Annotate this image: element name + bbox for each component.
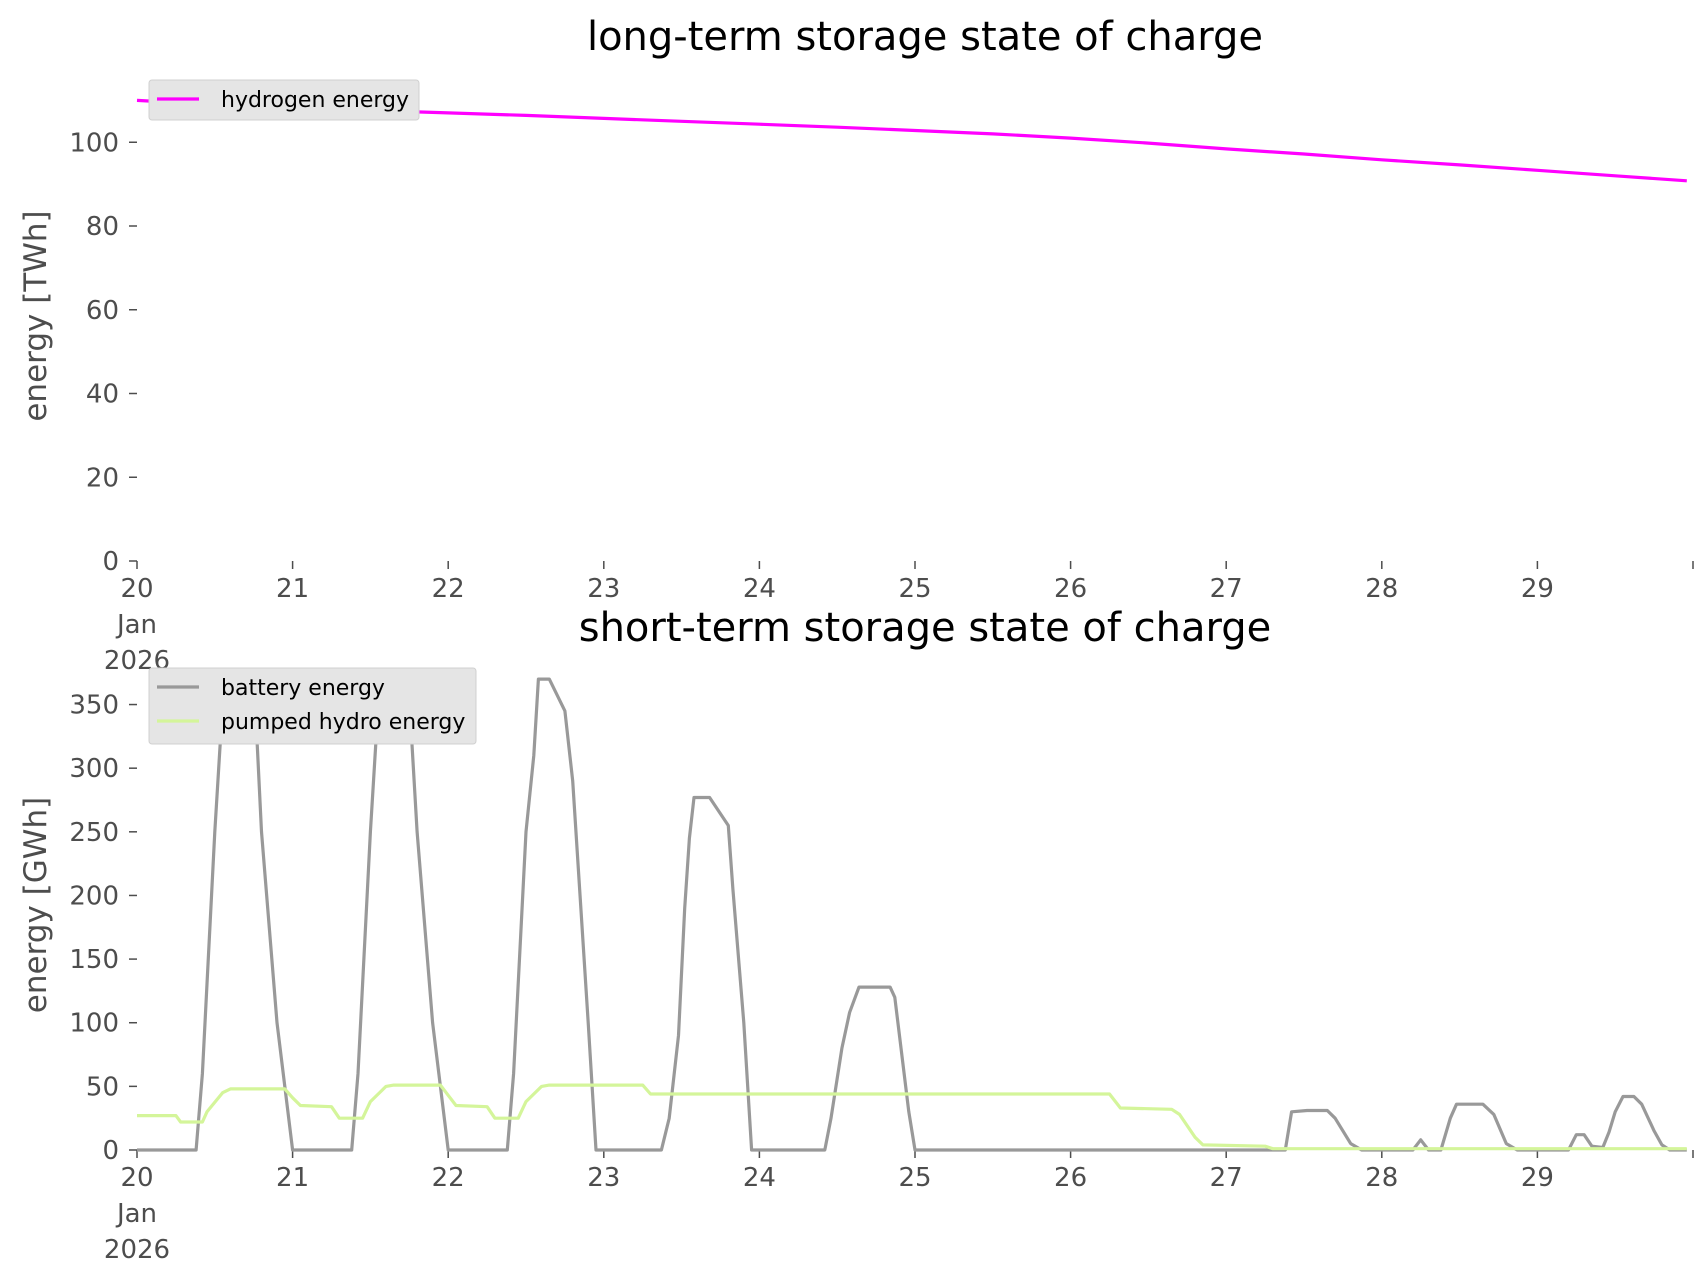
y-tick-label: 200	[69, 881, 119, 911]
chart-title: short-term storage state of charge	[579, 605, 1272, 651]
x-tick-label: 29	[1521, 1163, 1554, 1193]
x-tick-label: 20	[120, 574, 153, 604]
x-tick-label: 29	[1521, 574, 1554, 604]
legend-entry-label: hydrogen energy	[221, 88, 409, 113]
x-tick-label: 20	[120, 1163, 153, 1193]
chart-legend: battery energy pumped hydro energy	[148, 667, 477, 745]
y-tick-label: 350	[69, 691, 119, 721]
chart-title: long-term storage state of charge	[587, 14, 1263, 60]
x-tick-label: 23	[587, 1163, 620, 1193]
x-tick-date-label: 2026	[104, 1235, 170, 1265]
y-tick-label: 50	[86, 1072, 119, 1102]
x-tick-label: 26	[1054, 1163, 1087, 1193]
chart-legend: hydrogen energy	[148, 79, 420, 121]
x-tick-label: 23	[587, 574, 620, 604]
y-tick-label: 0	[102, 547, 119, 577]
y-axis-label: energy [TWh]	[18, 210, 54, 421]
legend-frame	[148, 79, 420, 121]
x-tick-label: 21	[276, 574, 309, 604]
y-tick-label: 40	[86, 380, 119, 410]
legend-entry-label: battery energy	[221, 676, 385, 701]
x-tick-label: 21	[276, 1163, 309, 1193]
chart-panel-1: long-term storage state of charge energy …	[18, 14, 1694, 676]
y-tick-label: 300	[69, 754, 119, 784]
y-tick-label: 20	[86, 463, 119, 493]
x-tick-label: 28	[1365, 1163, 1398, 1193]
y-tick-label: 60	[86, 296, 119, 326]
x-tick-label: 22	[432, 574, 465, 604]
y-tick-label: 250	[69, 818, 119, 848]
legend-frame	[148, 667, 477, 745]
x-tick-label: 24	[743, 574, 776, 604]
y-tick-label: 100	[69, 128, 119, 158]
x-tick-label: 27	[1210, 1163, 1243, 1193]
y-tick-label: 100	[69, 1009, 119, 1039]
y-axis-label: energy [GWh]	[18, 797, 54, 1013]
x-tick-label: 24	[743, 1163, 776, 1193]
x-tick-label: 25	[898, 574, 931, 604]
y-tick-label: 0	[102, 1136, 119, 1166]
x-tick-date-label: Jan	[115, 610, 157, 640]
x-tick-label: 27	[1210, 574, 1243, 604]
chart-panel-2: short-term storage state of charge energy…	[18, 605, 1694, 1265]
x-tick-label: 28	[1365, 574, 1398, 604]
series-line-pumped-hydro-energy	[137, 1083, 1687, 1151]
x-tick-label: 25	[898, 1163, 931, 1193]
x-tick-label: 26	[1054, 574, 1087, 604]
y-tick-label: 150	[69, 945, 119, 975]
legend-entry-label: pumped hydro energy	[221, 710, 465, 735]
x-tick-label: 22	[432, 1163, 465, 1193]
y-tick-label: 80	[86, 212, 119, 242]
x-tick-date-label: Jan	[115, 1199, 157, 1229]
